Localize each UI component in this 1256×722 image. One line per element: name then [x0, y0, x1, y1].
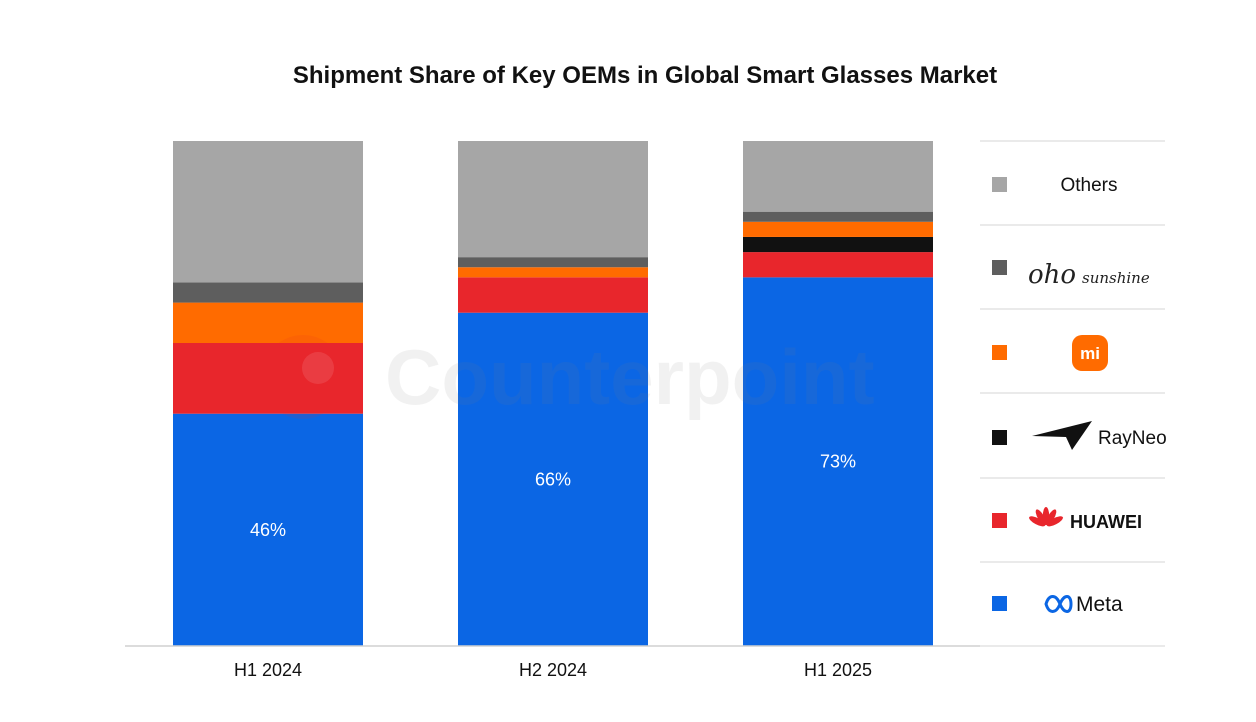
bar-segment-xiaomi-2 — [743, 221, 933, 237]
bar-segment-oho-sunshine-1 — [458, 257, 648, 268]
bar-segment-huawei-2 — [743, 252, 933, 278]
watermark-logo-icon — [261, 335, 345, 419]
bar-segment-others-0 — [173, 141, 363, 283]
meta-logo-icon — [1044, 595, 1073, 613]
legend-swatch-others — [992, 177, 1007, 192]
legend-label-meta: Meta — [1076, 593, 1123, 616]
legend-label-others: Others — [1060, 175, 1117, 196]
legend-label-oho-sub: sunshine — [1082, 269, 1150, 287]
bar-segment-meta-1 — [458, 312, 648, 646]
data-label-2: 73% — [820, 452, 856, 472]
x-tick-labels: H1 2024 H2 2024 H1 2025 — [234, 660, 872, 680]
data-labels-layer: 46% 66% 73% — [250, 452, 856, 540]
bar-segment-huawei-1 — [458, 277, 648, 313]
bar-segment-huawei-0 — [173, 343, 363, 414]
legend-swatch-meta — [992, 596, 1007, 611]
huawei-logo-icon — [1029, 507, 1063, 527]
legend-swatch-rayneo — [992, 430, 1007, 445]
bar-segment-oho-sunshine-2 — [743, 211, 933, 222]
xiaomi-logo: mi — [1072, 335, 1108, 371]
bar-segment-rayneo-2 — [743, 236, 933, 253]
legend-swatch-xiaomi — [992, 345, 1007, 360]
legend-swatch-oho — [992, 260, 1007, 275]
chart-title: Shipment Share of Key OEMs in Global Sma… — [292, 62, 998, 89]
bar-segment-meta-2 — [743, 277, 933, 646]
legend-label-oho-main: oho — [1028, 260, 1076, 290]
counterpoint-watermark: Counterpoint — [261, 333, 875, 421]
meta-logo: Meta — [1044, 593, 1123, 616]
data-label-1: 66% — [535, 469, 571, 489]
bars-layer — [173, 141, 933, 646]
legend-label-huawei: HUAWEI — [1070, 512, 1142, 532]
bar-segment-oho-sunshine-0 — [173, 282, 363, 303]
legend-label-rayneo: RayNeo — [1098, 428, 1167, 449]
legend-swatch-huawei — [992, 513, 1007, 528]
bar-segment-others-2 — [743, 141, 933, 212]
oho-sunshine-logo: oho sunshine — [1028, 260, 1150, 290]
bar-segment-meta-0 — [173, 413, 363, 646]
xiaomi-logo-mark: mi — [1080, 344, 1100, 363]
x-tick-label-1: H2 2024 — [519, 660, 587, 680]
xiaomi-logo-icon — [1072, 335, 1108, 371]
rayneo-logo: RayNeo — [1032, 421, 1167, 450]
rayneo-logo-icon — [1032, 421, 1092, 450]
x-tick-label-0: H1 2024 — [234, 660, 302, 680]
bar-segment-xiaomi-1 — [458, 267, 648, 278]
bar-segment-xiaomi-0 — [173, 302, 363, 343]
watermark-text: Counterpoint — [385, 333, 875, 421]
data-label-0: 46% — [250, 520, 286, 540]
bar-segment-others-1 — [458, 141, 648, 258]
legend: Others oho sunshine mi RayNeo — [980, 140, 1167, 647]
huawei-logo: HUAWEI — [1029, 507, 1142, 532]
x-tick-label-2: H1 2025 — [804, 660, 872, 680]
